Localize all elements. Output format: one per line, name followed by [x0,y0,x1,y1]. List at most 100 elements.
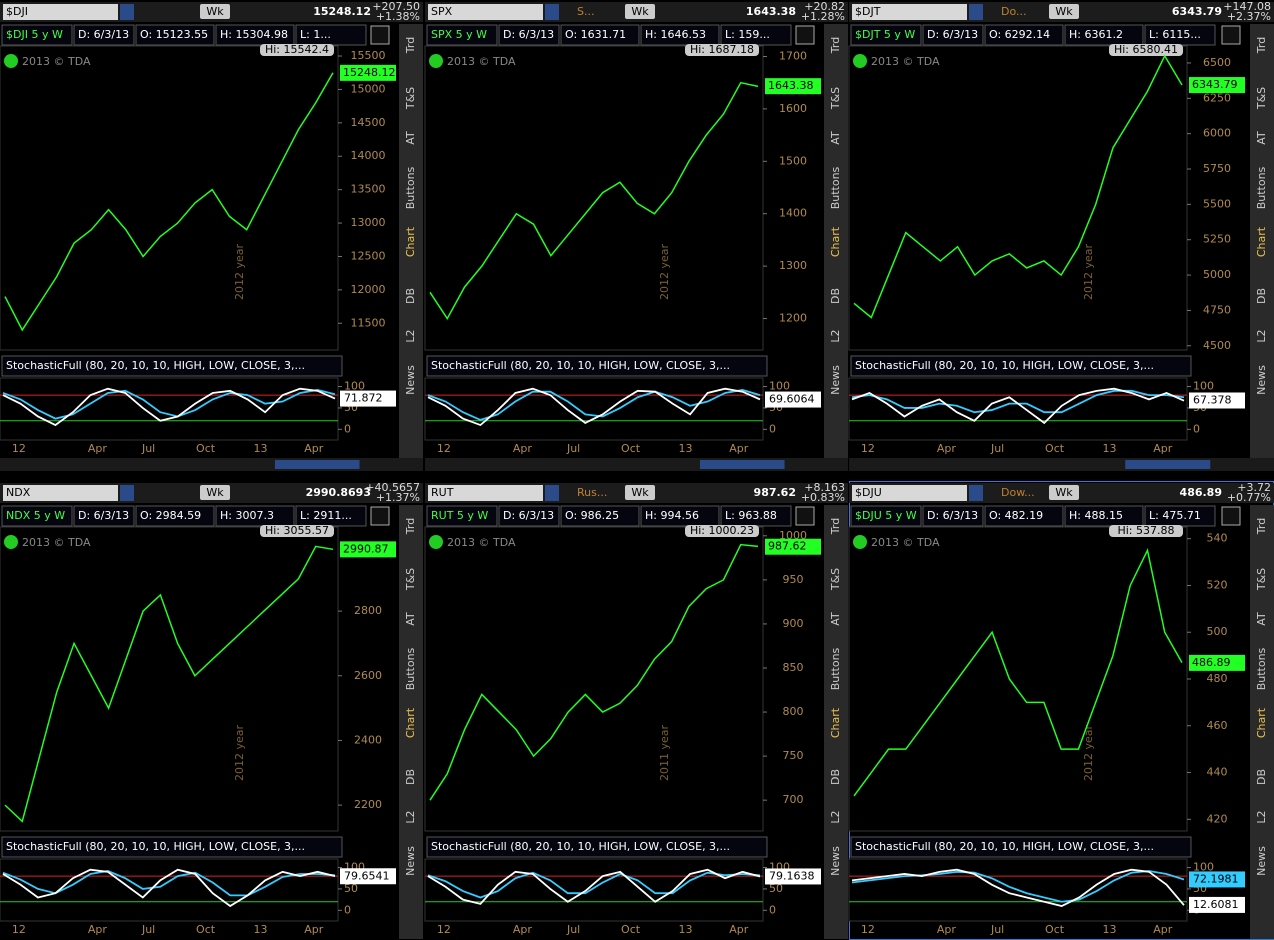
symbol-box[interactable] [852,485,967,501]
symbol-dropdown[interactable] [545,4,559,20]
info-icon[interactable] [4,535,18,549]
period-button[interactable] [200,4,230,19]
side-tab[interactable]: L2 [404,329,417,342]
drawing-tool[interactable] [795,25,815,45]
symbol-box[interactable] [428,4,543,20]
side-tab[interactable]: AT [829,612,842,626]
price-bubble-label: 15248.12 [343,66,396,79]
period-label[interactable]: Wk [1055,5,1073,18]
symbol-dropdown[interactable] [120,4,134,20]
period-label[interactable]: Wk [1055,486,1073,499]
period-button[interactable] [1049,485,1079,500]
side-tab[interactable]: L2 [829,810,842,823]
period-button[interactable] [625,4,655,19]
side-tab[interactable]: T&S [1255,87,1268,110]
side-tab[interactable]: L2 [404,810,417,823]
side-tab[interactable]: Trd [1255,37,1268,54]
side-tab[interactable]: DB [404,769,417,785]
symbol-dropdown[interactable] [120,485,134,501]
stoch-bubble-label: 67.378 [1193,394,1232,407]
side-tab[interactable]: Buttons [404,647,417,690]
side-tab[interactable]: News [829,846,842,876]
symbol-dropdown[interactable] [969,485,983,501]
symbol-box[interactable] [428,485,543,501]
side-tab[interactable]: T&S [404,87,417,110]
side-tab[interactable]: T&S [829,568,842,591]
info-icon[interactable] [429,535,443,549]
price-bubble [765,538,821,555]
side-tab[interactable]: Trd [1255,518,1268,535]
side-tab[interactable]: AT [404,131,417,145]
drawing-tool[interactable] [1221,25,1241,45]
symbol-input[interactable]: RUT [431,486,454,499]
drawing-tool[interactable] [795,506,815,526]
side-tab[interactable]: News [404,846,417,876]
symbol-input[interactable]: $DJT [855,5,881,18]
period-label[interactable]: Wk [206,5,224,18]
side-tab[interactable]: Chart [829,226,842,257]
period-button[interactable] [625,485,655,500]
side-tab[interactable]: Buttons [829,647,842,690]
y-tick-label: 800 [783,705,804,718]
side-tab[interactable]: Chart [829,707,842,738]
side-tab[interactable]: News [1255,365,1268,395]
side-tab[interactable]: Chart [1255,226,1268,257]
drawing-tool[interactable] [370,506,390,526]
side-tab[interactable]: T&S [404,568,417,591]
scroll-thumb[interactable] [274,460,360,469]
symbol-input[interactable]: $DJU [855,486,882,499]
symbol-dropdown[interactable] [969,4,983,20]
side-tab[interactable]: Trd [404,518,417,535]
info-icon[interactable] [429,54,443,68]
side-tab[interactable]: Trd [829,37,842,54]
side-tab[interactable]: L2 [1255,329,1268,342]
side-tab[interactable]: Chart [404,226,417,257]
period-button[interactable] [200,485,230,500]
side-tab[interactable]: Chart [1255,707,1268,738]
side-tab[interactable]: AT [1255,612,1268,626]
side-tab[interactable]: News [1255,846,1268,876]
period-label[interactable]: Wk [631,486,649,499]
symbol-input[interactable]: $DJI [6,5,28,18]
side-tab[interactable]: News [829,365,842,395]
period-label[interactable]: Wk [631,5,649,18]
side-tab[interactable]: AT [829,131,842,145]
side-tab[interactable]: T&S [829,87,842,110]
side-tab[interactable]: L2 [829,329,842,342]
side-tab[interactable]: Buttons [404,166,417,209]
side-tab[interactable]: AT [1255,131,1268,145]
side-tab[interactable]: Buttons [1255,647,1268,690]
side-tab[interactable]: L2 [1255,810,1268,823]
y-tick-label: 4500 [1203,339,1231,352]
info-icon[interactable] [853,535,867,549]
side-tab[interactable]: DB [829,288,842,304]
scroll-thumb[interactable] [1125,460,1211,469]
side-tab[interactable]: DB [1255,288,1268,304]
symbol-input[interactable]: SPX [431,5,453,18]
info-icon[interactable] [853,54,867,68]
period-button[interactable] [1049,4,1079,19]
drawing-tool[interactable] [370,25,390,45]
side-tab[interactable]: Trd [829,518,842,535]
x-tick-label: Oct [621,442,641,455]
side-tab[interactable]: Buttons [1255,166,1268,209]
side-tab[interactable]: AT [404,612,417,626]
symbol-box[interactable] [852,4,967,20]
side-tab[interactable]: News [404,365,417,395]
symbol-dropdown[interactable] [545,485,559,501]
side-tab[interactable]: Trd [404,37,417,54]
info-icon[interactable] [4,54,18,68]
scroll-thumb[interactable] [699,460,785,469]
symbol-box[interactable] [3,485,118,501]
side-tab[interactable]: T&S [1255,568,1268,591]
side-tab[interactable]: Chart [404,707,417,738]
side-tab[interactable]: DB [1255,769,1268,785]
symbol-input[interactable]: NDX [6,486,31,499]
symbol-box[interactable] [3,4,118,20]
period-label[interactable]: Wk [206,486,224,499]
side-tab[interactable]: DB [404,288,417,304]
y-tick-label: 1000 [779,529,807,542]
side-tab[interactable]: DB [829,769,842,785]
side-tab[interactable]: Buttons [829,166,842,209]
drawing-tool[interactable] [1221,506,1241,526]
